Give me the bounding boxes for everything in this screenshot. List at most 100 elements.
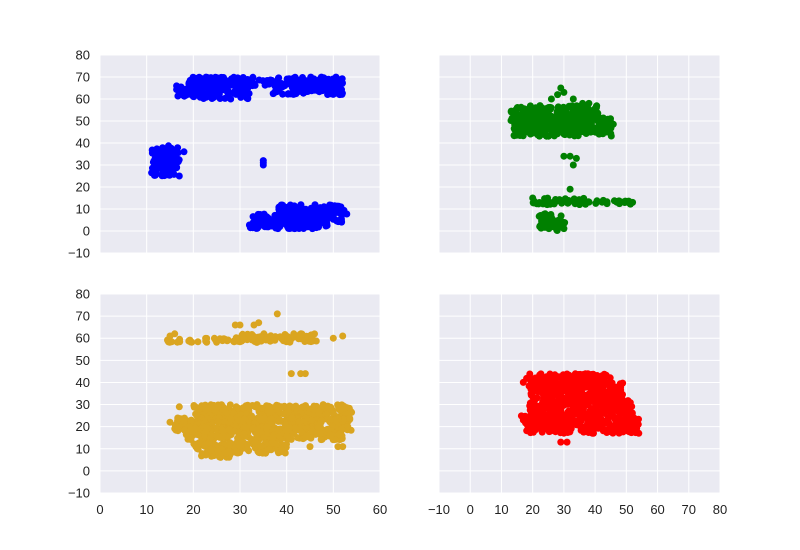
data-point [288, 414, 296, 422]
data-point [533, 413, 541, 421]
x-tick-label: −10 [428, 502, 450, 517]
data-point [585, 198, 593, 206]
data-point [243, 441, 251, 448]
data-point [552, 415, 560, 423]
data-point [543, 201, 551, 209]
data-point [559, 371, 567, 379]
data-point [265, 402, 273, 410]
data-point [553, 120, 561, 128]
data-point [510, 132, 518, 140]
data-point [619, 379, 627, 387]
data-point [576, 381, 584, 389]
data-point [171, 148, 179, 156]
data-point [538, 400, 546, 408]
data-point [313, 216, 321, 224]
data-point [286, 207, 294, 215]
data-point [194, 431, 202, 439]
data-point [308, 427, 316, 435]
data-point [250, 80, 258, 88]
data-point [329, 334, 337, 342]
data-point [550, 114, 558, 121]
data-point [317, 86, 325, 94]
data-point [603, 200, 611, 208]
data-point [595, 424, 603, 432]
data-point [530, 397, 538, 405]
data-point [219, 427, 227, 435]
data-point [573, 421, 580, 429]
plot-background [439, 55, 720, 253]
data-point [316, 429, 324, 437]
data-point [333, 82, 340, 90]
data-point [224, 89, 232, 97]
data-point [567, 425, 575, 433]
y-tick-label: 0 [83, 224, 90, 239]
data-point [547, 95, 555, 103]
data-point [569, 161, 577, 169]
data-point [571, 370, 579, 378]
data-point [572, 154, 580, 162]
data-point [334, 218, 342, 226]
y-tick-label: 10 [76, 202, 90, 217]
data-point [541, 223, 549, 231]
data-point [541, 425, 549, 433]
data-point [584, 105, 592, 113]
data-point [598, 407, 606, 415]
data-point [284, 336, 292, 344]
data-point [597, 118, 605, 126]
data-point [173, 423, 181, 431]
data-point [344, 423, 352, 431]
data-point [226, 439, 234, 447]
y-tick-label: −10 [68, 246, 90, 261]
data-point [533, 200, 541, 208]
subplot-2 [438, 54, 721, 254]
data-point [340, 209, 348, 217]
data-point [269, 90, 277, 98]
data-point [551, 386, 559, 394]
x-tick-label: 80 [713, 502, 727, 517]
data-point [518, 119, 526, 127]
data-point [195, 82, 203, 90]
data-point [538, 217, 546, 225]
series-points [164, 310, 356, 461]
data-point [275, 223, 283, 231]
data-point [559, 118, 567, 126]
data-point [273, 310, 281, 318]
data-point [166, 171, 174, 179]
data-point [566, 185, 574, 193]
data-point [284, 90, 292, 98]
data-point [206, 74, 214, 82]
data-point [166, 418, 174, 426]
data-point [558, 388, 565, 396]
data-point [336, 430, 344, 438]
y-tick-label: 60 [76, 331, 90, 346]
data-point [564, 390, 572, 398]
data-point [608, 403, 616, 411]
data-point [341, 404, 349, 412]
data-point [561, 131, 569, 139]
data-point [190, 402, 198, 409]
data-point [175, 415, 183, 422]
data-point [537, 387, 544, 395]
data-point [244, 79, 252, 87]
data-point [526, 402, 534, 410]
data-point [175, 403, 183, 411]
data-point [583, 414, 591, 422]
data-point [267, 408, 275, 416]
data-point [239, 330, 247, 338]
x-tick-label: 60 [650, 502, 664, 517]
data-point [259, 159, 267, 167]
data-point [529, 194, 537, 202]
data-point [280, 80, 288, 88]
data-point [549, 129, 557, 136]
data-point [308, 335, 316, 343]
y-tick-label: −10 [68, 486, 90, 501]
data-point [210, 334, 218, 342]
data-point [302, 433, 310, 441]
data-point [199, 75, 207, 83]
data-point [256, 449, 263, 457]
x-tick-label: 30 [557, 502, 571, 517]
data-point [573, 105, 581, 113]
data-point [519, 378, 527, 386]
data-point [578, 416, 585, 424]
data-point [243, 94, 251, 102]
